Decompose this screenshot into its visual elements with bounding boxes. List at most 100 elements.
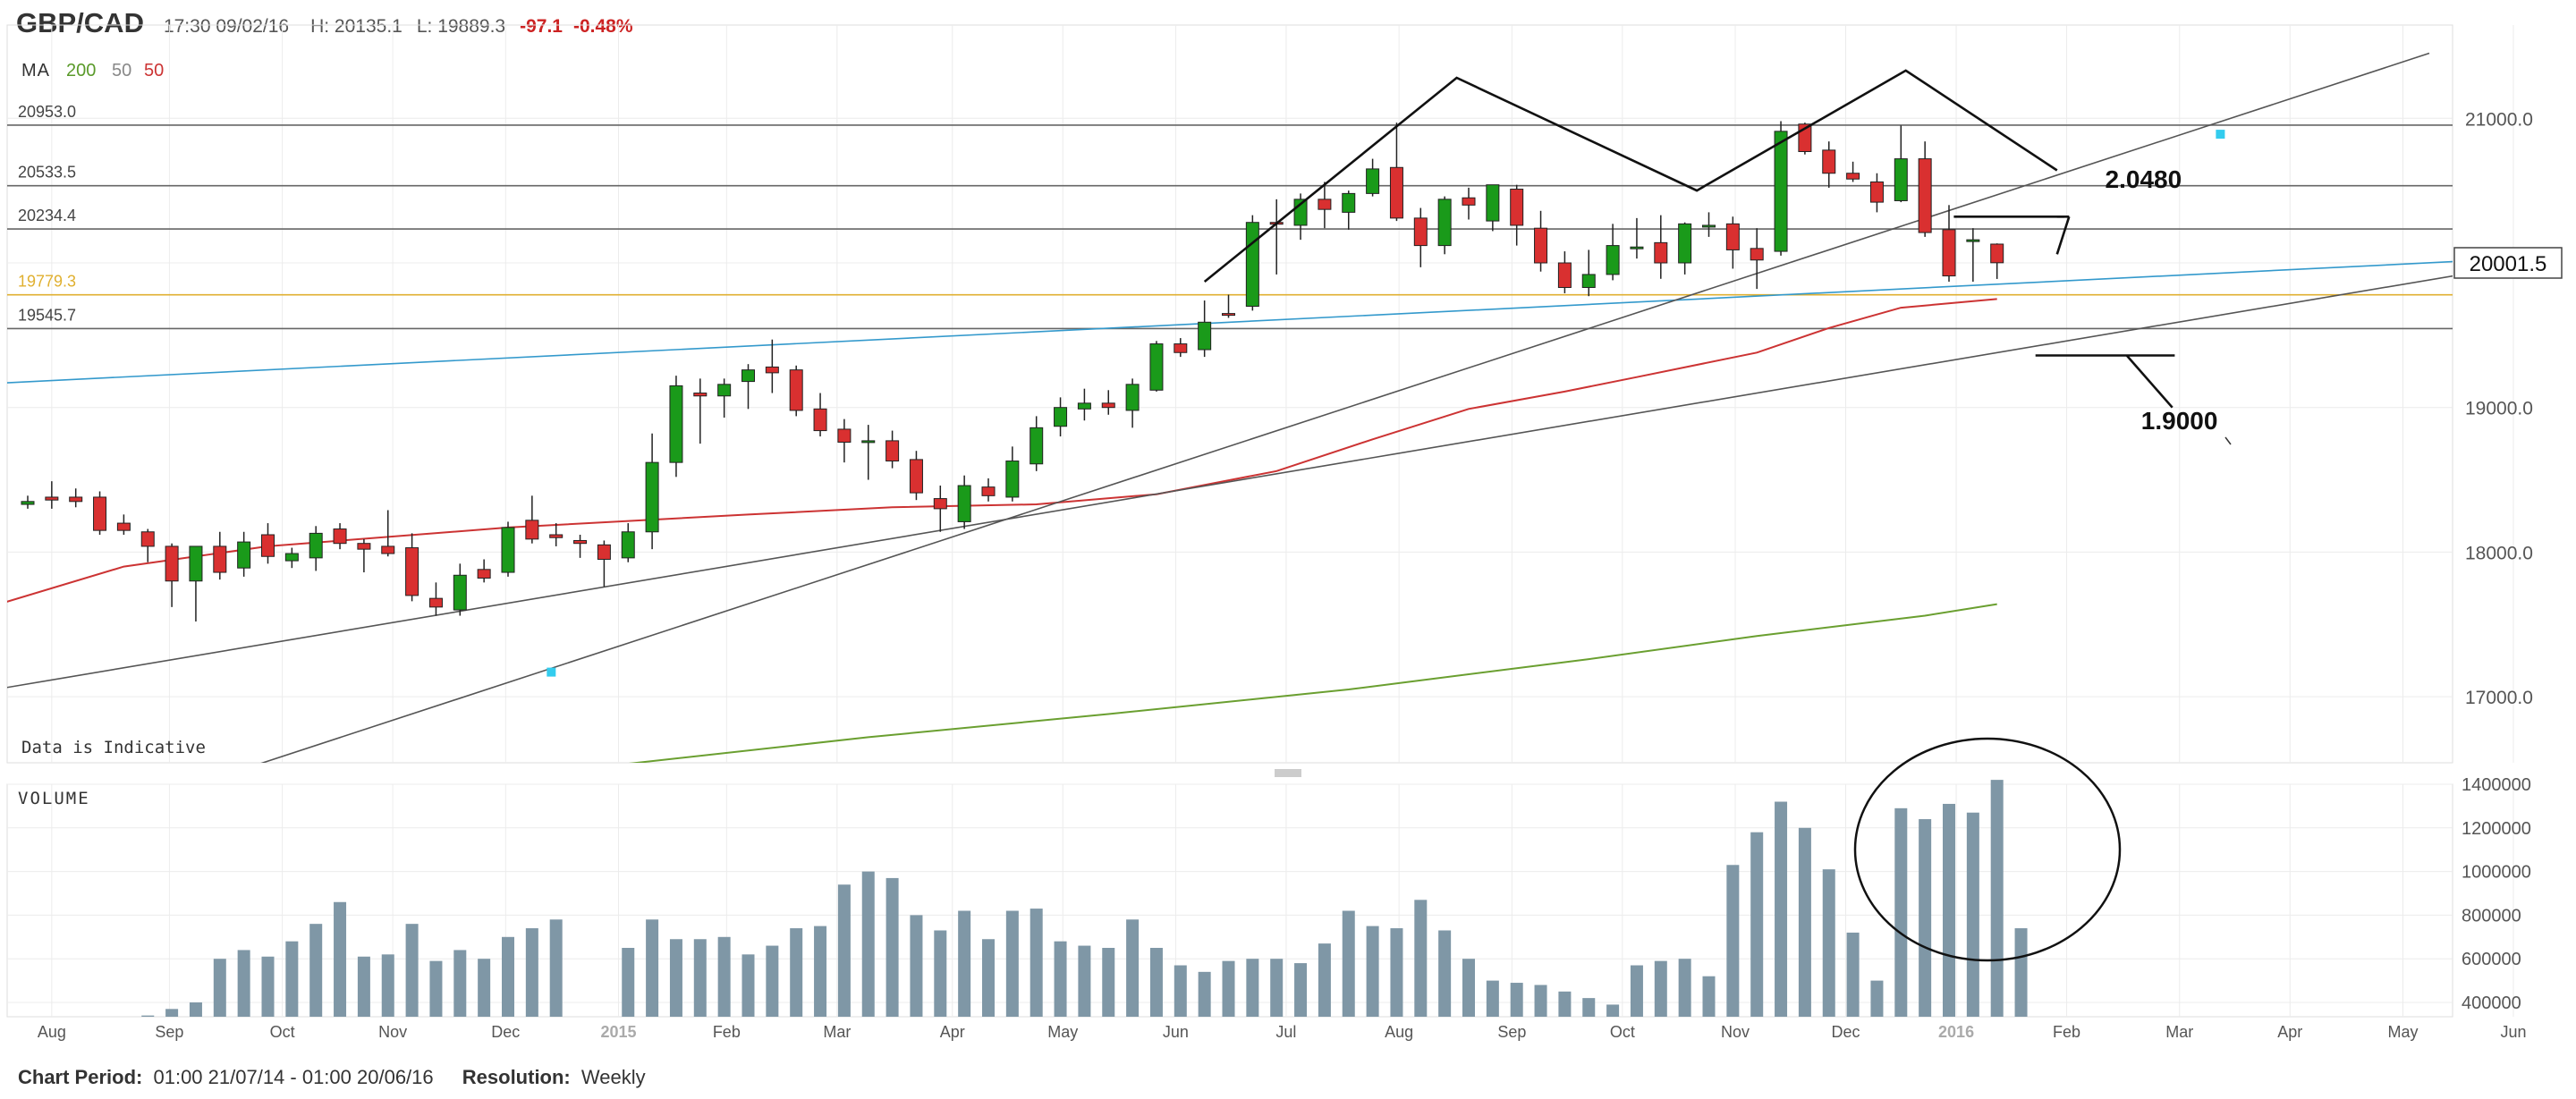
candle-body <box>477 569 491 579</box>
volume-tick-label: 600000 <box>2462 950 2521 969</box>
candle-body <box>837 428 852 444</box>
candle-body <box>116 522 131 531</box>
volume-bar <box>1414 900 1428 1017</box>
volume-bar <box>357 956 370 1017</box>
volume-label: VOLUME <box>18 789 90 808</box>
candle-body <box>189 545 203 582</box>
chart-footer: Chart Period: 01:00 21/07/14 - 01:00 20/… <box>18 1066 646 1089</box>
x-tick-label: Apr <box>2277 1023 2302 1041</box>
x-tick-label: Aug <box>38 1023 66 1041</box>
candle-body <box>405 547 419 596</box>
volume-tick-label: 800000 <box>2462 906 2521 926</box>
candle-body <box>1702 224 1716 228</box>
x-tick-label: Nov <box>1721 1023 1750 1041</box>
volume-bar <box>1558 991 1572 1017</box>
x-tick-label: Mar <box>823 1023 851 1041</box>
y-tick-label: 19000.0 <box>2465 399 2533 419</box>
candle-body <box>1077 402 1091 410</box>
y-tick-label: 18000.0 <box>2465 543 2533 563</box>
header-datetime: 17:30 09/02/16 <box>163 16 290 37</box>
volume-bar <box>1966 812 1979 1017</box>
volume-bar <box>1366 926 1379 1017</box>
volume-bar <box>1894 807 1908 1017</box>
candle-body <box>1054 407 1068 427</box>
candle-body <box>549 534 564 538</box>
volume-bar <box>549 919 563 1017</box>
volume-bar <box>1246 959 1259 1017</box>
volume-bar <box>1198 971 1211 1017</box>
trend-line <box>260 52 2430 763</box>
candle-body <box>261 534 275 557</box>
volume-bar <box>1654 960 1667 1017</box>
x-tick-label: 2016 <box>1938 1023 1974 1041</box>
x-tick-label: Jun <box>1163 1023 1189 1041</box>
trend-line <box>7 260 2453 384</box>
volume-bars <box>141 780 2028 1017</box>
candle-body <box>1822 149 1836 174</box>
ma-legend-50-red: 50 <box>144 61 164 80</box>
moving-averages <box>7 298 1997 763</box>
pattern-line <box>2055 216 2071 255</box>
volume-bar <box>141 1015 155 1017</box>
pattern-line <box>1203 69 2058 283</box>
volume-bar <box>766 945 779 1017</box>
volume-bar <box>2014 928 2028 1017</box>
candle-body <box>1750 248 1764 261</box>
cyan-marker <box>2216 130 2225 139</box>
pane-resize-handle[interactable] <box>1275 769 1301 777</box>
level-label: 19545.7 <box>18 306 76 324</box>
volume-bar <box>309 924 323 1017</box>
pattern-lines <box>547 69 2225 677</box>
candle-body <box>1462 197 1476 206</box>
volume-bar <box>285 941 299 1017</box>
volume-bar <box>622 948 635 1017</box>
header-change-pct: -0.48% <box>572 16 633 37</box>
candle-body <box>1437 199 1452 247</box>
header-low: L: 19889.3 <box>416 16 506 37</box>
x-tick-label: 2015 <box>600 1023 636 1041</box>
level-label: 19779.3 <box>18 273 76 291</box>
volume-bar <box>886 877 899 1017</box>
candle-body <box>165 545 179 582</box>
candle-body <box>309 532 323 559</box>
annotations: 2.0480 1.9000 <box>1853 165 2232 962</box>
volume-bar <box>693 939 707 1017</box>
volume-bar <box>1270 959 1284 1017</box>
volume-bar <box>1126 919 1140 1017</box>
candle-body <box>573 539 588 545</box>
y-tick-label: 17000.0 <box>2465 688 2533 708</box>
candle-body <box>1486 184 1500 222</box>
x-tick-label: Aug <box>1385 1023 1413 1041</box>
volume-bar <box>910 915 923 1017</box>
volume-bar <box>1174 965 1187 1017</box>
candles <box>21 121 2004 622</box>
volume-bar <box>790 928 803 1017</box>
candle-body <box>765 366 779 374</box>
volume-bar <box>1678 959 1691 1017</box>
price-annotation: 1.9000 <box>2141 407 2218 435</box>
candle-body <box>237 541 251 569</box>
volume-bar <box>165 1009 179 1017</box>
volume-tick-label: 1000000 <box>2462 863 2531 883</box>
candle-body <box>525 520 539 540</box>
ma-legend-label: MA <box>21 61 50 80</box>
candle-body <box>21 501 35 505</box>
level-label: 20234.4 <box>18 207 76 224</box>
candle-body <box>1005 461 1020 498</box>
volume-bar <box>189 1002 202 1017</box>
volume-bar <box>1030 909 1043 1017</box>
volume-bar <box>525 928 538 1017</box>
candle-body <box>1869 181 1884 203</box>
x-tick-label: May <box>1047 1023 1078 1041</box>
volume-bar <box>1750 832 1764 1017</box>
candle-body <box>1678 223 1692 264</box>
ma-legend-200: 200 <box>66 61 96 80</box>
x-tick-label: Oct <box>1610 1023 1635 1041</box>
volume-bar <box>1438 930 1452 1017</box>
volume-bar <box>861 871 875 1017</box>
candle-body <box>813 408 827 432</box>
candle-body <box>1942 229 1956 277</box>
volume-bar <box>837 884 851 1017</box>
